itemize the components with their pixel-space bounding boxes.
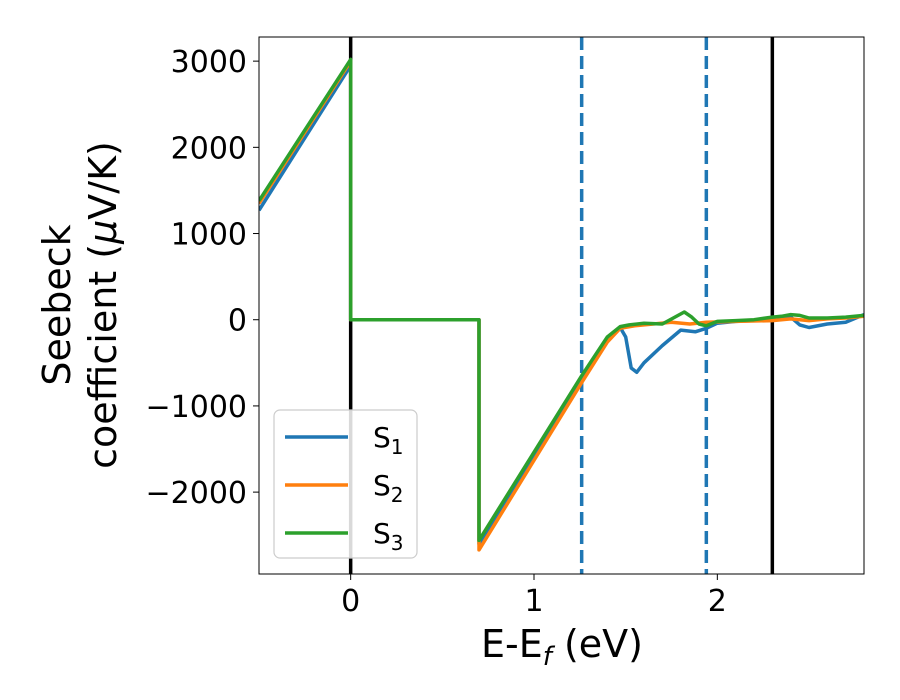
y-tick-label: 2000 [171, 131, 247, 166]
x-axis-ticks: 0 1 2 [341, 574, 727, 619]
y-tick-label: 3000 [171, 45, 247, 80]
y-tick-label: −1000 [146, 390, 247, 425]
y-tick-label: 0 [228, 304, 247, 339]
y-tick-label: −2000 [146, 476, 247, 511]
series-layer [259, 57, 864, 552]
series-line-3 [259, 57, 864, 543]
x-tick-label: 1 [524, 584, 543, 619]
y-axis-title-line2: coefficient (μV/K) [81, 141, 125, 469]
plot-frame [258, 36, 865, 575]
series-line-1 [259, 63, 864, 546]
y-axis-ticks: 3000 2000 1000 0 −1000 −2000 [146, 45, 259, 511]
legend-label-2: S2 [373, 469, 404, 507]
legend-label-3: S3 [373, 517, 404, 555]
y-axis-title: Seebeck coefficient (μV/K) [35, 141, 125, 469]
x-axis-title: E-Ef (eV) [481, 622, 643, 672]
y-tick-label: 1000 [171, 218, 247, 253]
legend-label-1: S1 [373, 421, 404, 459]
y-axis-title-line1: Seebeck [35, 224, 79, 385]
x-tick-label: 0 [341, 584, 360, 619]
x-tick-label: 2 [708, 584, 727, 619]
legend: S1 S2 S3 [273, 409, 418, 559]
